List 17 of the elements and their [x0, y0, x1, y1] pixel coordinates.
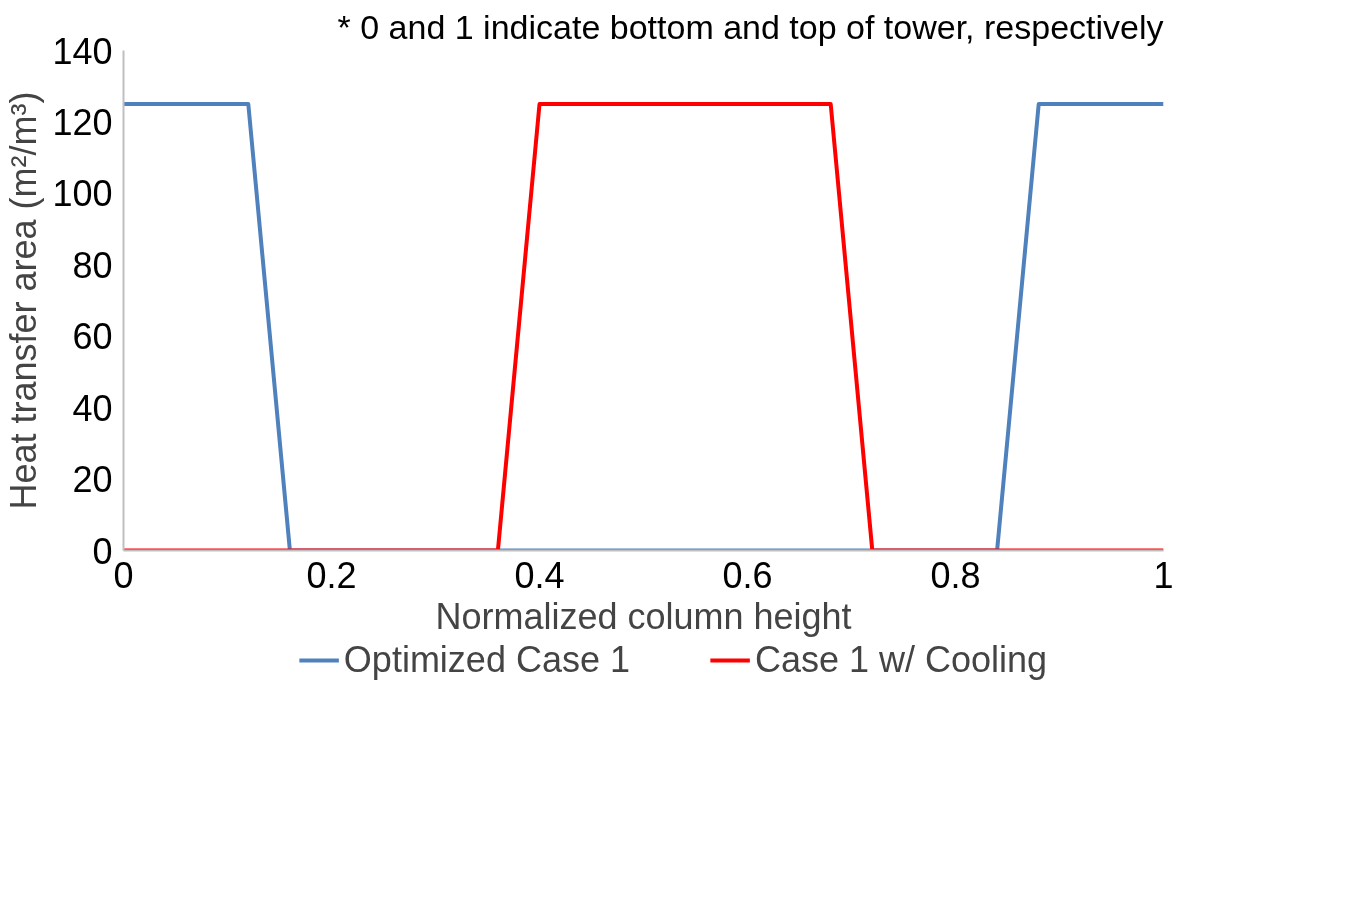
legend-label: Case 1 w/ Cooling: [754, 639, 1048, 681]
x-tick-label: 0.4: [514, 554, 565, 596]
x-tick-label: 0.6: [722, 554, 773, 596]
x-tick-label: 0.2: [306, 554, 357, 596]
x-tick-label: 0.8: [930, 554, 981, 596]
y-tick-label: 60: [72, 316, 113, 358]
x-axis-title: Normalized column height: [435, 595, 852, 637]
y-tick-label: 100: [52, 173, 113, 215]
y-tick-label: 20: [72, 459, 113, 501]
y-axis-title: Heat transfer area (m²/m³): [3, 91, 45, 510]
y-tick-label: 140: [52, 30, 113, 72]
legend-label: Optimized Case 1: [343, 639, 630, 681]
text: * 0 and 1 indicate bottom and top of tower, respectively: [337, 7, 1164, 46]
y-tick-label: 120: [52, 101, 113, 143]
y-tick-label: 80: [72, 244, 113, 286]
y-tick-label: 40: [72, 387, 113, 429]
x-tick-label: 1: [1153, 554, 1174, 596]
